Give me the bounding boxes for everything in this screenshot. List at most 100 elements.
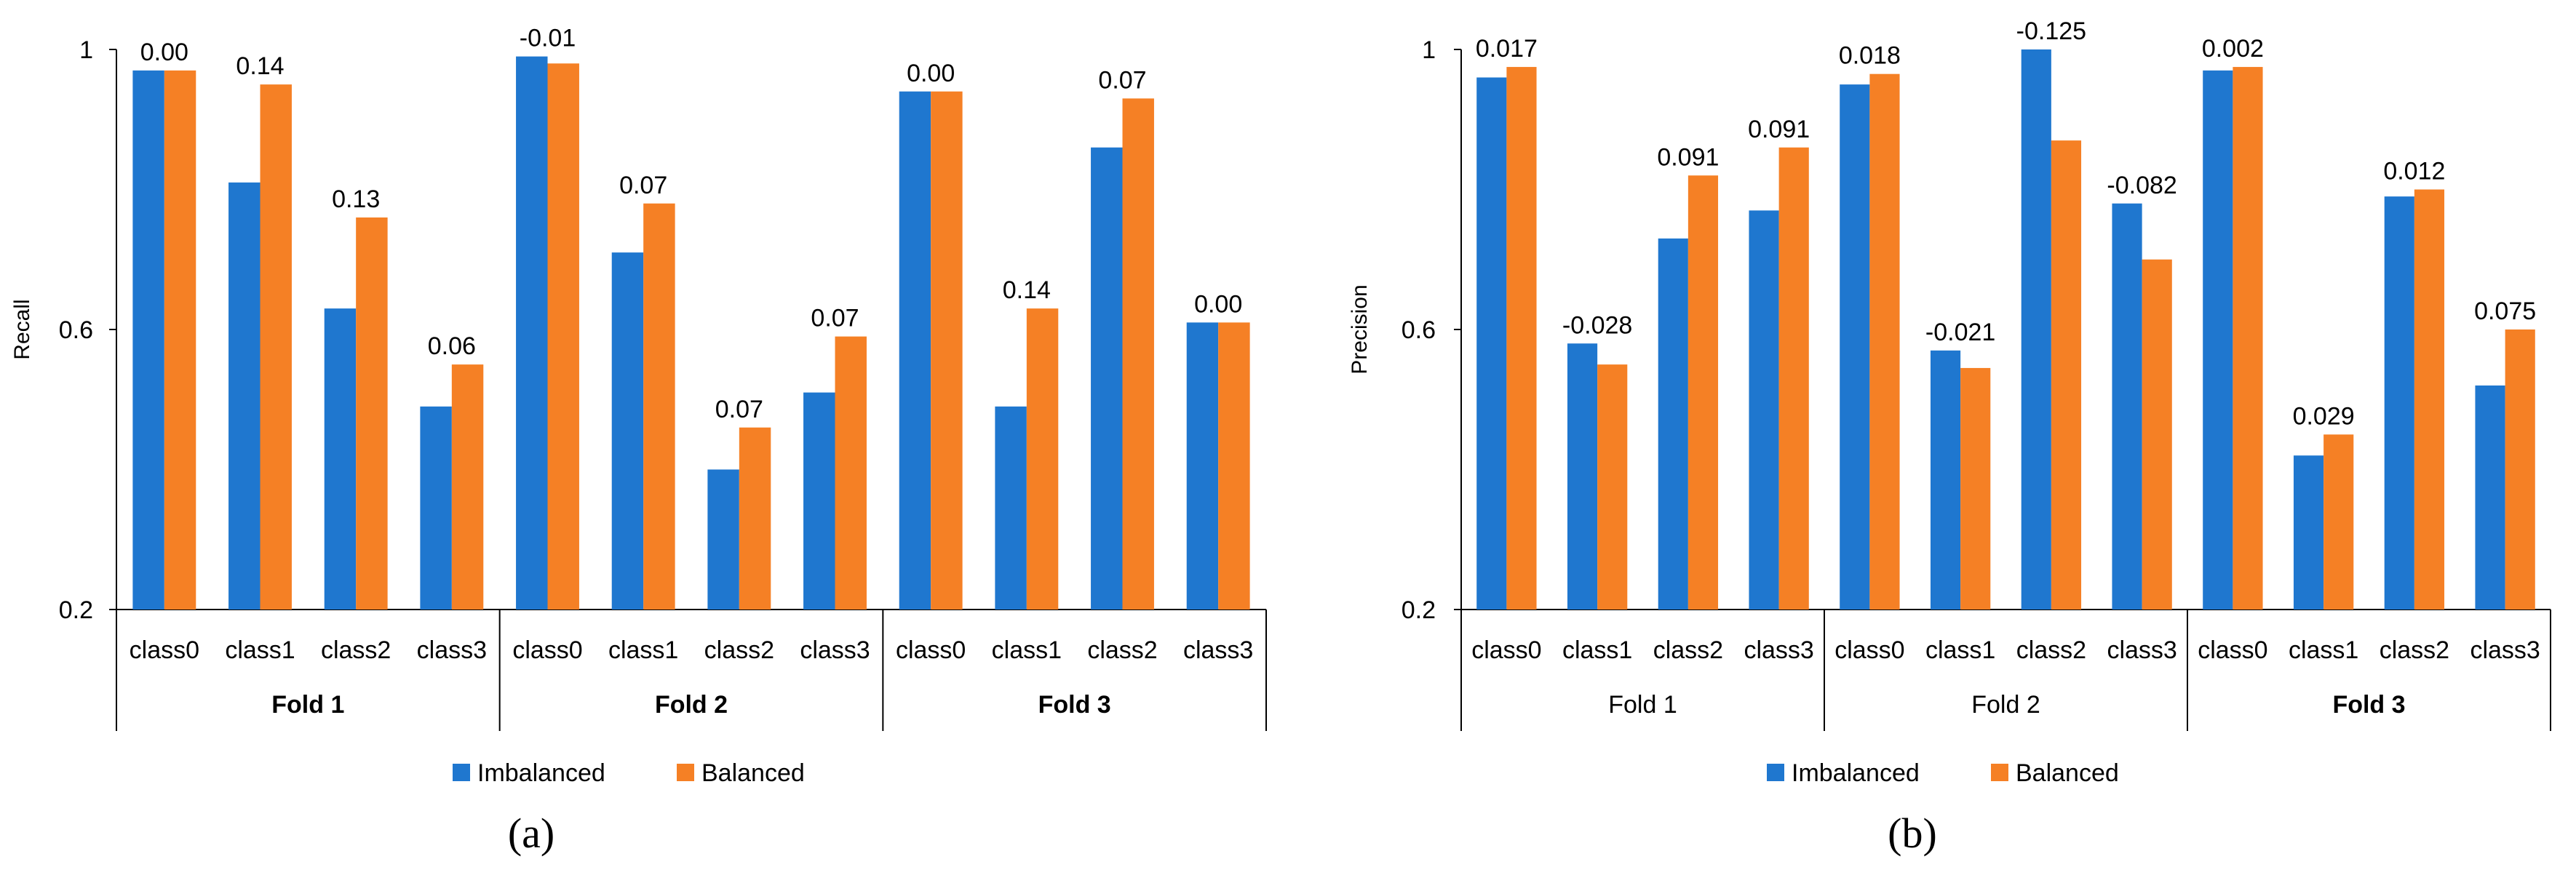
chart-a-category-label: class3 (417, 636, 487, 664)
chart-a-bar-imbalanced (132, 70, 164, 610)
chart-a-category-label: class2 (321, 636, 391, 664)
chart-b-bar-imbalanced (1567, 343, 1598, 610)
chart-a-bar-balanced (739, 427, 771, 610)
chart-b-data-label: -0.021 (1925, 319, 1995, 346)
chart-b-category-label: class2 (2016, 636, 2086, 664)
chart-a-category-label: class0 (130, 636, 199, 664)
chart-b-category-label: class2 (2380, 636, 2449, 664)
chart-b-data-label: 0.018 (1839, 42, 1901, 70)
chart-b-bar-imbalanced (1930, 350, 1961, 610)
chart-a-bar-imbalanced (707, 469, 739, 610)
chart-b-bar-imbalanced (1749, 210, 1779, 610)
chart-b-data-label: -0.125 (2016, 17, 2086, 45)
chart-b-bar-balanced (2233, 67, 2263, 610)
chart-b-group-label: Fold 1 (1608, 691, 1677, 719)
chart-a-category-label: class1 (225, 636, 295, 664)
chart-a-bar-imbalanced (324, 308, 357, 610)
chart-a-bar-imbalanced (1186, 322, 1219, 610)
chart-b-bar-imbalanced (2021, 49, 2051, 610)
chart-b-data-label: 0.075 (2474, 297, 2536, 325)
chart-b-bar-balanced (2142, 259, 2172, 610)
chart-b-legend-label-balanced: Balanced (2016, 759, 2119, 787)
chart-a-category-label: class1 (608, 636, 678, 664)
chart-a-legend-swatch-imbalanced (453, 764, 470, 781)
chart-b-category-label: class2 (1653, 636, 1723, 664)
chart-b-bar-imbalanced (2384, 196, 2414, 610)
chart-b-data-label: 0.017 (1476, 35, 1538, 63)
chart-b-category-label: class1 (1562, 636, 1632, 664)
chart-a-bar-balanced (164, 70, 196, 610)
chart-b-bar-imbalanced (2293, 455, 2324, 610)
chart-b-bar-balanced (1778, 147, 1809, 610)
chart-b-y-tick-label: 0.6 (1402, 316, 1436, 344)
chart-b-bar-balanced (1506, 67, 1537, 610)
chart-b-bar-balanced (2323, 434, 2354, 610)
chart-a-legend-label-imbalanced: Imbalanced (477, 759, 605, 787)
chart-a-data-label: 0.14 (236, 52, 284, 80)
chart-a-data-label: -0.01 (520, 25, 576, 52)
chart-a-bar-imbalanced (420, 406, 452, 610)
chart-a-bar-balanced (356, 217, 388, 610)
chart-a-category-label: class0 (512, 636, 582, 664)
chart-a-bar-imbalanced (1091, 147, 1123, 610)
chart-b-legend-swatch-imbalanced (1767, 764, 1784, 781)
chart-b-y-axis-title: Precision (1348, 284, 1372, 374)
chart-b-category-label: class0 (1834, 636, 1904, 664)
chart-a-legend-label-balanced: Balanced (701, 759, 805, 787)
chart-b-bar-imbalanced (2475, 385, 2505, 610)
chart-b-category-label: class3 (1744, 636, 1813, 664)
chart-b-y-tick-label: 1 (1422, 36, 1436, 64)
chart-a-y-tick-label: 1 (79, 36, 93, 64)
chart-a-group-label: Fold 1 (271, 691, 344, 719)
chart-a-data-label: 0.07 (715, 396, 763, 423)
chart-b-y-tick-label: 0.2 (1402, 596, 1436, 624)
chart-a-bar-imbalanced (899, 91, 931, 610)
chart-b-bar-imbalanced (2203, 70, 2233, 610)
chart-a-bar-balanced (931, 91, 963, 610)
chart-b-category-label: class0 (2198, 636, 2267, 664)
chart-b-legend-label-imbalanced: Imbalanced (1792, 759, 1920, 787)
chart-a-bar-balanced (1026, 308, 1059, 610)
chart-a-bar-balanced (260, 84, 292, 610)
chart-b-bar-balanced (1869, 73, 1900, 610)
chart-b-category-label: class1 (1925, 636, 1995, 664)
chart-a-bar-imbalanced (611, 252, 644, 610)
chart-b-bar-balanced (2051, 140, 2082, 610)
chart-a-category-label: class0 (896, 636, 966, 664)
chart-a-data-label: 0.00 (1194, 290, 1242, 318)
chart-b-bar-balanced (1687, 175, 1719, 610)
chart-b-bar-balanced (1960, 367, 1991, 610)
chart-a-bar-balanced (1122, 98, 1154, 610)
chart-a-bar-imbalanced (228, 182, 261, 610)
chart-b-bar-imbalanced (1476, 77, 1507, 610)
chart-b-data-label: 0.029 (2293, 402, 2355, 430)
chart-b-group-label: Fold 2 (1971, 691, 2040, 719)
chart-a-group-label: Fold 3 (1038, 691, 1111, 719)
chart-b-data-label: 0.091 (1748, 116, 1810, 143)
chart-b-bar-balanced (1597, 364, 1628, 610)
chart-b-category-label: class3 (2470, 636, 2540, 664)
chart-a-data-label: 0.07 (811, 305, 859, 332)
chart-a-y-tick-label: 0.2 (59, 596, 93, 624)
chart-a-data-label: 0.07 (1098, 66, 1146, 94)
chart-a-bar-imbalanced (995, 406, 1027, 610)
chart-b-bar-balanced (2505, 329, 2535, 610)
chart-a-data-label: 0.07 (619, 172, 667, 199)
chart-a-bar-balanced (451, 364, 484, 610)
chart-a-data-label: 0.00 (140, 39, 188, 66)
chart-a-category-label: class3 (1183, 636, 1253, 664)
chart-a-data-label: 0.14 (1003, 276, 1051, 304)
chart-b-data-label: 0.002 (2202, 35, 2264, 63)
chart-a-group-label: Fold 2 (655, 691, 728, 719)
chart-b-data-label: -0.028 (1562, 311, 1632, 339)
chart-b-data-label: 0.012 (2383, 158, 2445, 185)
chart-a-bar-balanced (643, 203, 675, 610)
chart-b-category-label: class3 (2107, 636, 2177, 664)
chart-a-y-axis-title: Recall (10, 299, 34, 359)
chart-a-data-label: 0.13 (332, 185, 380, 213)
chart-a-bar-balanced (547, 63, 579, 610)
chart-a-panel-label: (a) (508, 810, 554, 857)
chart-a-data-label: 0.06 (428, 332, 476, 360)
chart-b-bar-imbalanced (1840, 84, 1870, 610)
chart-a-category-label: class2 (704, 636, 774, 664)
